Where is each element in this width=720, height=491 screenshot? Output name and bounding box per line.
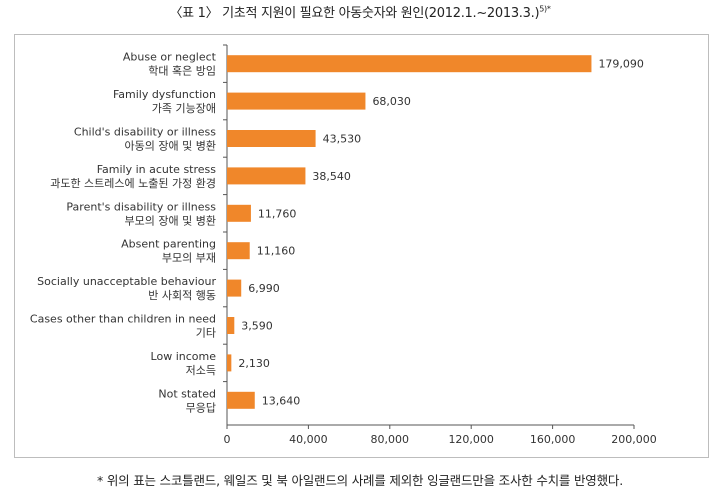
bar xyxy=(227,167,306,185)
chart-title-note-mark: 5)* xyxy=(539,4,551,14)
category-label-ko: 부모의 부재 xyxy=(162,252,216,265)
bar-value-label: 3,590 xyxy=(241,320,273,333)
x-tick-label: 80,000 xyxy=(371,433,410,446)
bar xyxy=(227,279,242,297)
bar-value-label: 68,030 xyxy=(372,95,411,108)
bar xyxy=(227,92,366,110)
bar-value-label: 179,090 xyxy=(598,58,644,71)
bar xyxy=(227,242,250,260)
bar-value-label: 43,530 xyxy=(323,133,362,146)
chart-title: 〈표 1〉 기초적 지원이 필요한 아동숫자와 원인(2012.1.~2013.… xyxy=(0,2,720,21)
x-tick-label: 0 xyxy=(224,433,231,446)
category-label-ko: 반 사회적 행동 xyxy=(148,289,216,302)
category-label-ko: 아동의 장애 및 병환 xyxy=(125,140,216,153)
bar-value-label: 6,990 xyxy=(248,282,280,295)
category-label-en: Family in acute stress xyxy=(97,163,217,176)
bar xyxy=(227,354,232,372)
category-label-ko: 무응답 xyxy=(186,401,216,414)
chart-frame xyxy=(14,34,709,458)
category-label-en: Cases other than children in need xyxy=(30,313,216,326)
category-label-en: Socially unacceptable behaviour xyxy=(37,275,216,288)
category-label-en: Family dysfunction xyxy=(113,88,216,101)
bar xyxy=(227,55,592,73)
bar xyxy=(227,317,235,334)
category-label-en: Not stated xyxy=(158,387,216,400)
category-label-ko: 학대 혹은 방임 xyxy=(148,64,216,78)
category-label-en: Abuse or neglect xyxy=(123,51,217,64)
category-label-ko: 가족 기능장애 xyxy=(152,102,216,115)
bar-value-label: 2,130 xyxy=(238,357,269,370)
bar-value-label: 38,540 xyxy=(312,170,351,183)
category-label-en: Parent's disability or illness xyxy=(66,200,216,213)
bar xyxy=(227,204,251,222)
bar-value-label: 11,160 xyxy=(257,245,296,258)
x-tick-label: 160,000 xyxy=(530,433,576,446)
x-tick-label: 200,000 xyxy=(611,433,657,446)
bar-value-label: 13,640 xyxy=(262,394,301,407)
category-label-en: Child's disability or illness xyxy=(74,126,216,139)
bar xyxy=(227,391,255,409)
category-label-en: Absent parenting xyxy=(121,238,216,251)
category-label-ko: 부모의 장애 및 병환 xyxy=(125,214,216,227)
bar xyxy=(227,130,316,147)
chart-title-text: 〈표 1〉 기초적 지원이 필요한 아동숫자와 원인(2012.1.~2013.… xyxy=(169,6,540,21)
bar-value-label: 11,760 xyxy=(258,207,297,220)
category-label-ko: 저소득 xyxy=(186,364,216,377)
category-label-en: Low income xyxy=(151,350,217,363)
category-label-ko: 과도한 스트레스에 노출된 가정 환경 xyxy=(50,177,216,190)
category-label-ko: 기타 xyxy=(196,327,216,340)
x-tick-label: 120,000 xyxy=(448,433,494,446)
footnote: * 위의 표는 스코틀랜드, 웨일즈 및 북 아일랜드의 사례를 제외한 잉글랜… xyxy=(97,473,623,488)
x-tick-label: 40,000 xyxy=(289,433,328,446)
